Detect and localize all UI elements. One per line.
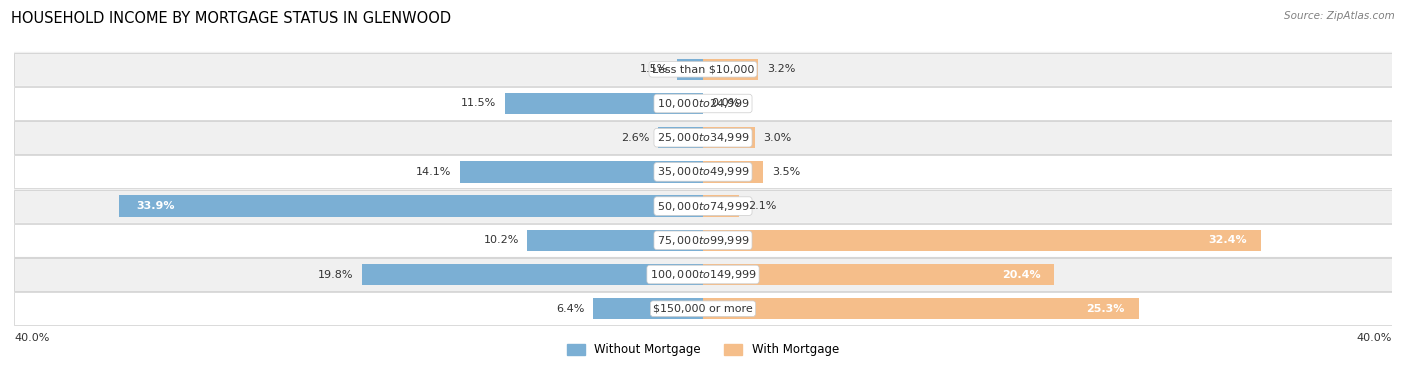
- Text: 25.3%: 25.3%: [1087, 304, 1125, 314]
- Bar: [14, 87, 1392, 120]
- Bar: [527, 230, 703, 251]
- Text: 40.0%: 40.0%: [1357, 333, 1392, 343]
- Text: 3.0%: 3.0%: [763, 133, 792, 143]
- Bar: [460, 161, 703, 183]
- Text: $100,000 to $149,999: $100,000 to $149,999: [650, 268, 756, 281]
- Text: $35,000 to $49,999: $35,000 to $49,999: [657, 166, 749, 178]
- Text: 3.2%: 3.2%: [766, 64, 796, 74]
- Text: $75,000 to $99,999: $75,000 to $99,999: [657, 234, 749, 247]
- Bar: [703, 195, 740, 217]
- Text: 0.0%: 0.0%: [711, 99, 740, 108]
- Bar: [703, 230, 1261, 251]
- Bar: [14, 52, 1392, 87]
- Text: HOUSEHOLD INCOME BY MORTGAGE STATUS IN GLENWOOD: HOUSEHOLD INCOME BY MORTGAGE STATUS IN G…: [11, 11, 451, 26]
- Bar: [14, 121, 1392, 155]
- Bar: [14, 190, 1392, 223]
- Bar: [14, 155, 1392, 189]
- Bar: [703, 59, 758, 80]
- Text: 20.4%: 20.4%: [1002, 270, 1040, 279]
- Text: $50,000 to $74,999: $50,000 to $74,999: [657, 200, 749, 212]
- Text: Less than $10,000: Less than $10,000: [652, 64, 754, 74]
- Text: 11.5%: 11.5%: [461, 99, 496, 108]
- Text: $10,000 to $24,999: $10,000 to $24,999: [657, 97, 749, 110]
- Text: 10.2%: 10.2%: [484, 235, 519, 245]
- Bar: [703, 298, 1139, 319]
- Bar: [593, 298, 703, 319]
- Bar: [14, 291, 1392, 326]
- Bar: [14, 87, 1392, 121]
- Bar: [14, 53, 1392, 86]
- Text: 19.8%: 19.8%: [318, 270, 353, 279]
- Bar: [658, 127, 703, 148]
- Bar: [14, 155, 1392, 188]
- Text: 33.9%: 33.9%: [136, 201, 174, 211]
- Bar: [14, 223, 1392, 257]
- Bar: [505, 93, 703, 114]
- Bar: [703, 161, 763, 183]
- Text: 6.4%: 6.4%: [555, 304, 583, 314]
- Bar: [14, 258, 1392, 291]
- Text: Source: ZipAtlas.com: Source: ZipAtlas.com: [1284, 11, 1395, 21]
- Bar: [361, 264, 703, 285]
- Bar: [703, 264, 1054, 285]
- Text: 14.1%: 14.1%: [416, 167, 451, 177]
- Text: 32.4%: 32.4%: [1209, 235, 1247, 245]
- Text: 2.6%: 2.6%: [621, 133, 650, 143]
- Bar: [14, 257, 1392, 291]
- Text: $150,000 or more: $150,000 or more: [654, 304, 752, 314]
- Text: 3.5%: 3.5%: [772, 167, 800, 177]
- Bar: [120, 195, 703, 217]
- Legend: Without Mortgage, With Mortgage: Without Mortgage, With Mortgage: [562, 339, 844, 361]
- Text: 1.5%: 1.5%: [640, 64, 669, 74]
- Text: 40.0%: 40.0%: [14, 333, 49, 343]
- Text: 2.1%: 2.1%: [748, 201, 776, 211]
- Bar: [14, 121, 1392, 154]
- Bar: [703, 127, 755, 148]
- Bar: [14, 224, 1392, 257]
- Bar: [14, 292, 1392, 325]
- Bar: [678, 59, 703, 80]
- Text: $25,000 to $34,999: $25,000 to $34,999: [657, 131, 749, 144]
- Bar: [14, 189, 1392, 223]
